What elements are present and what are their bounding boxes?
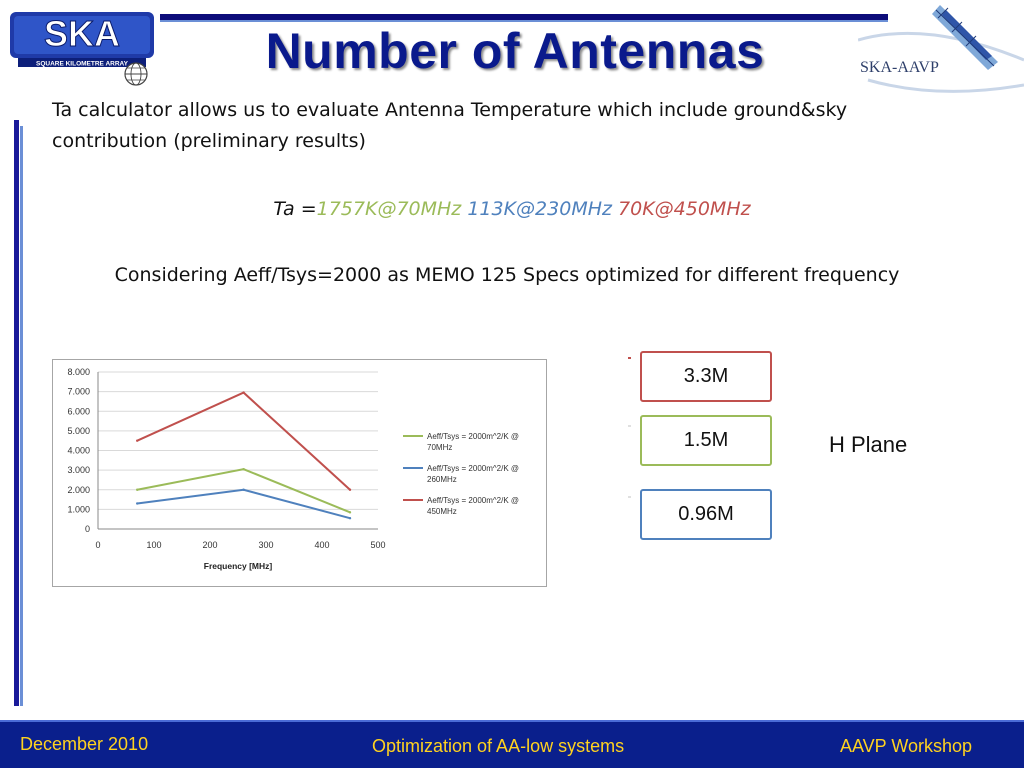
ska-logo: SKA SQUARE KILOMETRE ARRAY xyxy=(10,12,154,86)
antennas-box-450mhz: 3.3M xyxy=(640,351,772,402)
antennas-box-70mhz: 1.5M xyxy=(640,415,772,466)
footer-date: December 2010 xyxy=(20,734,149,754)
y-tick-label: 3.000 xyxy=(67,465,90,475)
legend-label: Aeff/Tsys = 2000m^2/K @ xyxy=(427,496,519,505)
legend-label: 260MHz xyxy=(427,475,457,484)
footer-title: Optimization of AA-low systems xyxy=(372,736,625,756)
ta-values: Ta =1757K@70MHz 113K@230MHz 70K@450MHz xyxy=(0,198,1024,220)
header-rule-accent xyxy=(160,20,888,22)
slide-title: Number of Antennas xyxy=(265,23,765,79)
legend-label: Aeff/Tsys = 2000m^2/K @ xyxy=(427,432,519,441)
x-tick-label: 500 xyxy=(370,540,385,550)
h-plane-label: H Plane xyxy=(829,432,908,457)
side-bar-accent xyxy=(20,126,23,706)
data-point xyxy=(136,502,139,505)
y-tick-label: 7.000 xyxy=(67,387,90,397)
tick-mark-blue xyxy=(628,496,631,498)
ta-value-70mhz: 1757K@70MHz xyxy=(316,198,462,220)
x-tick-label: 300 xyxy=(258,540,273,550)
y-tick-label: 0 xyxy=(85,524,90,534)
data-point xyxy=(242,488,245,491)
y-tick-label: 1.000 xyxy=(67,504,90,514)
ta-value-230mhz: 113K@230MHz xyxy=(467,198,612,220)
y-tick-label: 8.000 xyxy=(67,367,90,377)
line-chart: 0 1.000 2.000 3.000 4.000 5.000 6.000 7.000 8.00… xyxy=(67,367,519,571)
ska-logo-text: SKA xyxy=(44,13,120,54)
intro-text: Ta calculator allows us to evaluate Ante… xyxy=(52,99,848,152)
y-tick-label: 6.000 xyxy=(67,406,90,416)
data-point xyxy=(348,511,352,514)
data-point xyxy=(348,517,352,520)
tick-mark-green xyxy=(628,425,631,427)
legend-label: 450MHz xyxy=(427,507,457,516)
x-axis-label: Frequency [MHz] xyxy=(204,561,273,571)
series-line xyxy=(136,391,351,491)
antenna-grid-icon xyxy=(932,5,998,70)
data-point xyxy=(242,467,245,471)
footer-event: AAVP Workshop xyxy=(840,736,973,756)
data-point xyxy=(348,488,352,491)
ska-aavp-logo-text: SKA-AAVP xyxy=(860,59,939,76)
footer-bar xyxy=(0,720,1024,768)
legend-label: Aeff/Tsys = 2000m^2/K @ xyxy=(427,464,519,473)
y-tick-label: 5.000 xyxy=(67,426,90,436)
ta-prefix: Ta = xyxy=(273,198,317,220)
side-bar xyxy=(14,120,19,706)
x-tick-label: 400 xyxy=(314,540,329,550)
y-tick-label: 4.000 xyxy=(67,446,90,456)
globe-icon xyxy=(124,62,148,86)
x-tick-label: 200 xyxy=(202,540,217,550)
x-tick-label: 0 xyxy=(95,540,100,550)
antennas-box-260mhz: 0.96M xyxy=(640,489,772,540)
ska-aavp-logo: SKA-AAVP xyxy=(858,5,1024,93)
ta-value-450mhz: 70K@450MHz xyxy=(618,198,751,220)
header-rule xyxy=(160,14,888,20)
chart-frame: 0 1.000 2.000 3.000 4.000 5.000 6.000 7.000 8.00… xyxy=(52,359,547,587)
tick-mark-red xyxy=(628,357,631,359)
y-tick-label: 2.000 xyxy=(67,485,90,495)
considering-text: Considering Aeff/Tsys=2000 as MEMO 125 S… xyxy=(114,264,900,286)
footer-rule xyxy=(0,720,1024,722)
legend-label: 70MHz xyxy=(427,443,452,452)
x-tick-label: 100 xyxy=(146,540,161,550)
ska-logo-subtext: SQUARE KILOMETRE ARRAY xyxy=(36,61,129,68)
data-point xyxy=(242,391,245,394)
data-point xyxy=(136,488,139,491)
series-line xyxy=(137,488,351,520)
data-point xyxy=(136,439,139,442)
